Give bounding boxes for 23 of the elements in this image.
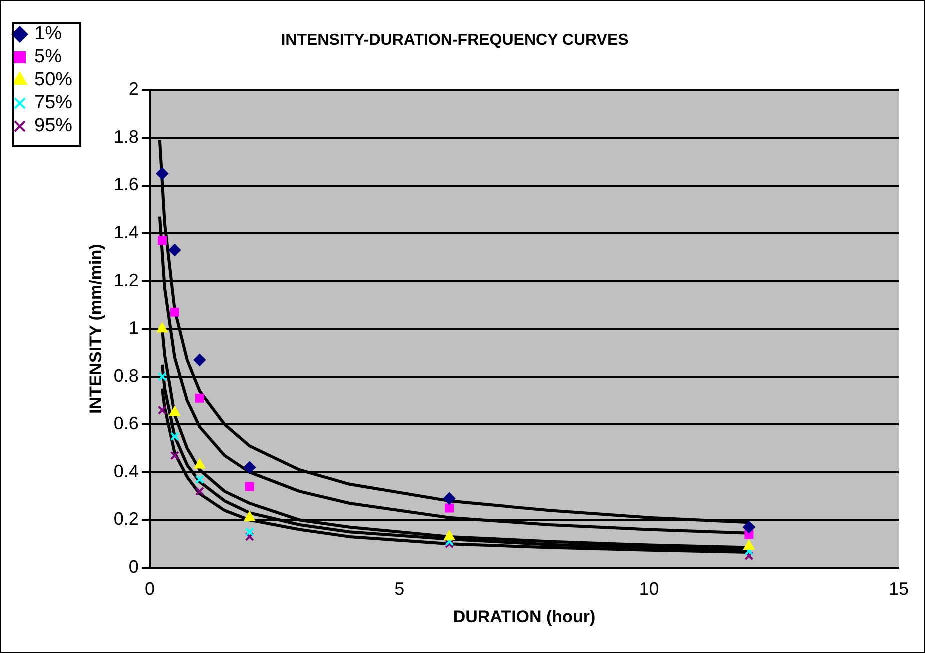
y-tick-label: 1 — [128, 318, 139, 338]
x-axis-title: DURATION (hour) — [453, 607, 596, 626]
x-tick-label: 5 — [394, 578, 405, 599]
x-tick-label: 15 — [888, 578, 910, 599]
y-tick-label: 1.2 — [114, 270, 139, 290]
y-tick-label: 0.6 — [114, 414, 139, 434]
chart-title: INTENSITY-DURATION-FREQUENCY CURVES — [281, 32, 630, 50]
y-tick-label: 1.6 — [114, 174, 139, 195]
y-tick-label: 1.8 — [114, 126, 139, 147]
x-tick-label: 0 — [144, 578, 155, 599]
legend-label: 5% — [34, 46, 62, 68]
legend-label: 75% — [34, 92, 73, 114]
y-axis-title: INTENSITY (mm/min) — [86, 244, 106, 414]
y-tick-label: 0.2 — [114, 509, 139, 530]
y-tick-label: 2 — [128, 79, 139, 100]
y-tick-label: 0 — [128, 556, 139, 577]
y-tick-label: 0.4 — [114, 461, 139, 482]
legend-label: 1% — [34, 24, 62, 45]
legend-label: 95% — [34, 116, 73, 137]
y-tick-label: 1.4 — [114, 222, 139, 243]
x-tick-label: 10 — [639, 578, 660, 599]
y-tick-label: 0.8 — [114, 366, 139, 386]
legend-label: 50% — [34, 70, 73, 91]
